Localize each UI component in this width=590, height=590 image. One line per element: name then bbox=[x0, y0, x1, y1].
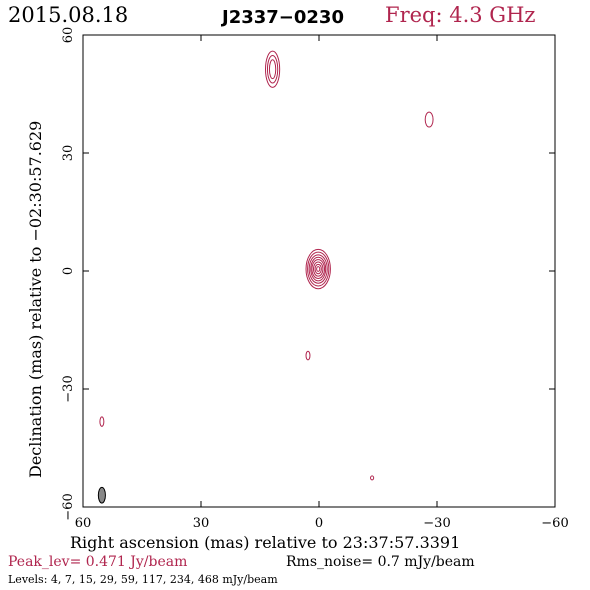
contour-components bbox=[99, 50, 434, 481]
contour-levels: Levels: 4, 7, 15, 29, 59, 117, 234, 468 … bbox=[8, 573, 278, 586]
x-axis-label: Right ascension (mas) relative to 23:37:… bbox=[70, 533, 461, 552]
component-southeast-dot bbox=[370, 475, 375, 481]
rms-noise: Rms_noise= 0.7 mJy/beam bbox=[286, 554, 475, 570]
peak-level: Peak_lev= 0.471 Jy/beam bbox=[8, 554, 188, 570]
contour-level-1 bbox=[370, 475, 375, 481]
x-tick-label: −30 bbox=[423, 516, 450, 531]
contour-level-1 bbox=[99, 416, 105, 427]
contour-level-3 bbox=[308, 254, 328, 284]
frequency-label: Freq: 4.3 GHz bbox=[385, 3, 536, 27]
contour-level-5 bbox=[311, 259, 326, 279]
contour-level-4 bbox=[310, 256, 327, 282]
contour-level-7 bbox=[314, 263, 322, 275]
observation-date: 2015.08.18 bbox=[8, 3, 129, 27]
contour-level-1 bbox=[265, 50, 281, 88]
x-tick-label: 30 bbox=[193, 516, 210, 531]
source-name: J2337−0230 bbox=[222, 7, 344, 28]
contour-level-1 bbox=[305, 248, 331, 290]
contour-level-1 bbox=[305, 350, 311, 361]
component-north-blob bbox=[265, 50, 281, 88]
y-tick-label: 0 bbox=[61, 267, 76, 275]
component-core bbox=[305, 248, 331, 290]
axis-tick-labels: 60 30 0 −30 −60 −60 −30 0 30 60 bbox=[61, 27, 569, 531]
y-tick-label: 30 bbox=[61, 145, 76, 162]
x-tick-label: −60 bbox=[541, 516, 568, 531]
component-northeast-spot bbox=[424, 111, 434, 128]
contour-level-6 bbox=[312, 261, 324, 277]
contour-level-2 bbox=[307, 251, 330, 287]
beam-group bbox=[97, 486, 106, 504]
component-small-spot bbox=[305, 350, 311, 361]
contour-level-2 bbox=[266, 54, 279, 84]
contour-level-1 bbox=[424, 111, 434, 128]
contour-level-3 bbox=[268, 59, 277, 80]
component-west-spot bbox=[99, 416, 105, 427]
x-tick-label: 0 bbox=[315, 516, 323, 531]
y-tick-label: −30 bbox=[61, 375, 76, 402]
restoring-beam bbox=[97, 486, 106, 504]
x-tick-label: 60 bbox=[75, 516, 92, 531]
axis-ticks bbox=[82, 34, 556, 508]
contour-level-8 bbox=[316, 266, 321, 272]
y-axis-label: Declination (mas) relative to −02:30:57.… bbox=[26, 120, 45, 478]
y-tick-label: −60 bbox=[61, 493, 76, 520]
y-tick-label: 60 bbox=[61, 27, 76, 44]
